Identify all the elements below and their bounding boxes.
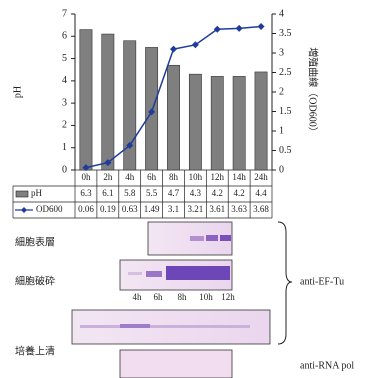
x-tick-label: 2h bbox=[103, 172, 113, 182]
bar bbox=[255, 72, 267, 170]
band bbox=[80, 325, 250, 328]
table-value: 4.3 bbox=[190, 188, 202, 198]
bar bbox=[80, 30, 92, 170]
bar bbox=[233, 76, 245, 170]
y-tick-label: 5 bbox=[62, 53, 67, 64]
x-tick-label: 4h bbox=[125, 172, 135, 182]
table-value: 4.7 bbox=[168, 188, 180, 198]
bar bbox=[102, 34, 114, 170]
lane-label: 6h bbox=[154, 292, 164, 302]
y-tick-label: 4 bbox=[62, 75, 67, 86]
x-tick-label: 6h bbox=[147, 172, 157, 182]
y-axis-title: pH bbox=[12, 86, 23, 98]
x-tick-label: 12h bbox=[211, 172, 225, 182]
table-value: 4.2 bbox=[212, 188, 223, 198]
x-tick-label: 14h bbox=[232, 172, 246, 182]
bar bbox=[124, 41, 136, 170]
y2-axis-title: 増殖曲線（OD600） bbox=[307, 47, 320, 136]
table-value: 3.1 bbox=[168, 204, 179, 214]
bar bbox=[167, 65, 179, 170]
band bbox=[220, 235, 231, 241]
y2-tick-label: 2.5 bbox=[279, 67, 292, 78]
lane-label: 4h bbox=[133, 292, 143, 302]
y2-tick-label: 3.5 bbox=[279, 28, 292, 39]
table-value: 3.63 bbox=[231, 204, 247, 214]
y-tick-label: 7 bbox=[62, 8, 67, 19]
line-marker bbox=[236, 25, 243, 32]
y2-tick-label: 4 bbox=[279, 8, 284, 19]
bar bbox=[211, 76, 223, 170]
band bbox=[146, 271, 162, 277]
y-tick-label: 2 bbox=[62, 120, 67, 131]
y2-tick-label: 3 bbox=[279, 47, 284, 58]
table-value: 4.2 bbox=[234, 188, 245, 198]
table-value: 5.8 bbox=[124, 188, 136, 198]
table-value: 6.1 bbox=[102, 188, 113, 198]
table-value: 4.4 bbox=[255, 188, 267, 198]
fraction-label: 細胞破砕 bbox=[15, 274, 55, 287]
table-value: 3.61 bbox=[209, 204, 225, 214]
band bbox=[128, 272, 142, 275]
figure: pH 増殖曲線（OD600） 4h 6h 8h 10h 12h 細胞表層 細胞破… bbox=[0, 0, 374, 378]
legend-marker bbox=[21, 207, 27, 213]
y2-tick-label: 2 bbox=[279, 86, 284, 97]
y2-tick-label: 1 bbox=[279, 125, 284, 136]
x-tick-label: 8h bbox=[169, 172, 179, 182]
y2-tick-label: 1.5 bbox=[279, 106, 292, 117]
legend-label: pH bbox=[31, 188, 43, 198]
table-value: 1.49 bbox=[144, 204, 160, 214]
y-tick-label: 6 bbox=[62, 31, 67, 42]
antibody-label: anti-EF-Tu bbox=[300, 276, 344, 287]
table-value: 0.06 bbox=[78, 204, 94, 214]
table-value: 3.68 bbox=[253, 204, 269, 214]
line-marker bbox=[170, 46, 177, 53]
lane-label: 10h bbox=[199, 292, 213, 302]
y2-tick-label: 0 bbox=[279, 164, 284, 175]
blots: 4h 6h 8h 10h 12h 細胞表層 細胞破砕 培養上清 anti-EF-… bbox=[15, 222, 354, 378]
band bbox=[206, 235, 218, 241]
band bbox=[190, 236, 204, 241]
fraction-label: 細胞表層 bbox=[15, 235, 55, 248]
table-value: 3.21 bbox=[188, 204, 204, 214]
gel bbox=[120, 350, 232, 378]
line-marker bbox=[258, 23, 265, 30]
x-tick-label: 10h bbox=[189, 172, 203, 182]
table-value: 5.5 bbox=[146, 188, 158, 198]
bracket bbox=[278, 222, 292, 344]
band bbox=[120, 324, 150, 328]
bar bbox=[189, 74, 201, 170]
y-tick-label: 1 bbox=[62, 142, 67, 153]
lane-label: 8h bbox=[178, 292, 188, 302]
y-tick-label: 3 bbox=[62, 97, 67, 108]
table-value: 0.63 bbox=[122, 204, 138, 214]
x-tick-label: 0h bbox=[81, 172, 91, 182]
x-tick-label: 24h bbox=[254, 172, 268, 182]
table-value: 6.3 bbox=[80, 188, 92, 198]
fraction-label: 培養上清 bbox=[15, 344, 55, 357]
y-tick-label: 0 bbox=[62, 164, 67, 175]
band bbox=[166, 266, 230, 280]
legend-label: OD600 bbox=[36, 204, 63, 214]
legend-swatch bbox=[16, 191, 28, 197]
table-value: 0.19 bbox=[100, 204, 116, 214]
y2-tick-label: 0.5 bbox=[279, 145, 292, 156]
antibody-label: anti-RNA pol bbox=[300, 360, 354, 371]
lane-label: 12h bbox=[221, 292, 235, 302]
